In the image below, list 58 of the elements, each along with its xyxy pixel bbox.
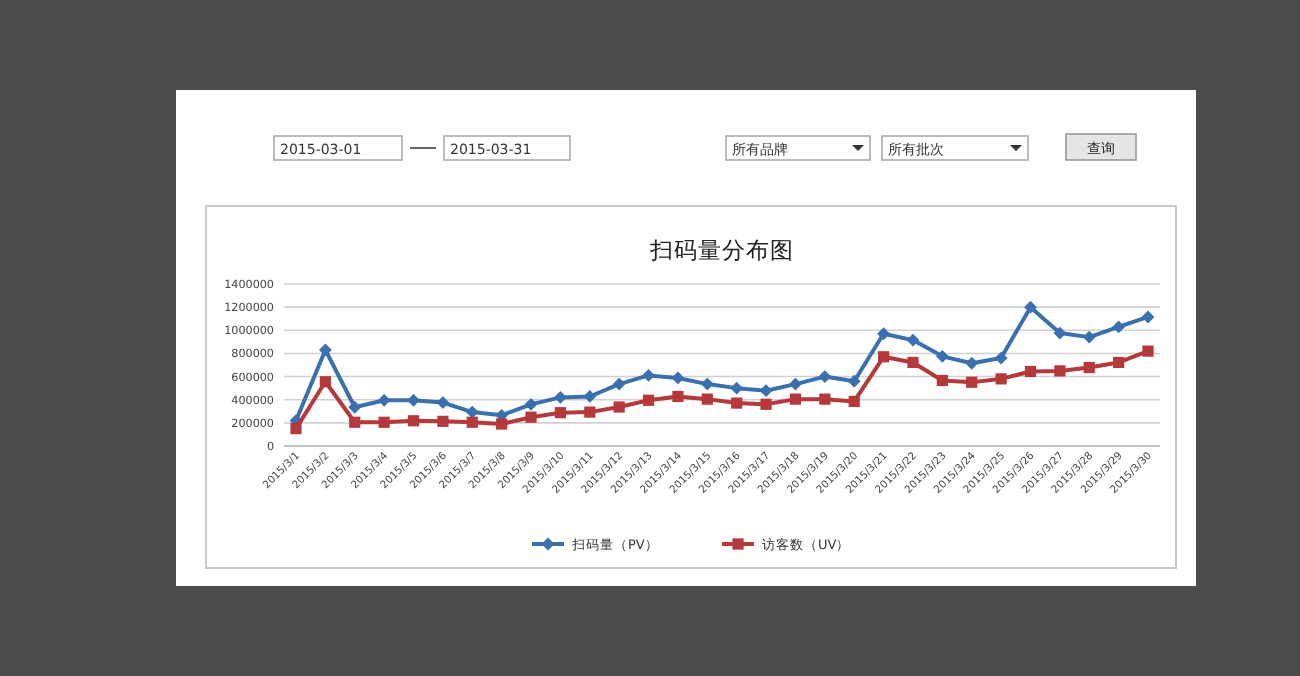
point [1112, 320, 1126, 334]
point [612, 377, 626, 391]
point [936, 374, 948, 387]
point [966, 376, 978, 388]
point [1082, 330, 1096, 344]
point [819, 393, 831, 405]
point [994, 351, 1008, 365]
point [1113, 356, 1125, 369]
point [378, 416, 390, 428]
point [349, 416, 361, 428]
point [995, 373, 1007, 385]
point [789, 377, 802, 391]
point [877, 351, 890, 363]
point [700, 377, 714, 391]
point [466, 416, 478, 428]
point [1141, 310, 1155, 324]
point [348, 400, 362, 414]
point [1053, 326, 1067, 340]
point [554, 407, 567, 419]
point [789, 393, 802, 405]
point [318, 343, 332, 357]
point [907, 356, 919, 369]
point [407, 393, 420, 407]
point [1083, 361, 1095, 374]
point [584, 406, 596, 418]
point [701, 393, 713, 405]
point [642, 369, 655, 382]
point [436, 396, 450, 410]
point [1054, 365, 1066, 377]
point [818, 370, 832, 383]
point [319, 376, 331, 388]
point [377, 393, 391, 407]
chart-title: 扫码量分布图 [648, 236, 794, 264]
point [407, 415, 420, 427]
point [437, 415, 449, 427]
point [525, 411, 537, 423]
point [965, 356, 979, 370]
point [642, 394, 655, 406]
point [1142, 345, 1154, 357]
point [759, 384, 773, 398]
point [583, 390, 597, 403]
point [848, 395, 860, 408]
point [496, 418, 508, 430]
point [906, 333, 920, 347]
point [672, 390, 684, 403]
point [730, 381, 744, 395]
point [847, 374, 861, 388]
point [760, 398, 772, 410]
point [671, 371, 685, 385]
point [524, 397, 538, 411]
point [935, 349, 949, 363]
point [290, 423, 302, 435]
point [877, 327, 890, 341]
point [1024, 365, 1037, 378]
point [613, 401, 625, 413]
point [731, 397, 743, 409]
point [465, 405, 479, 419]
point [1024, 300, 1037, 314]
